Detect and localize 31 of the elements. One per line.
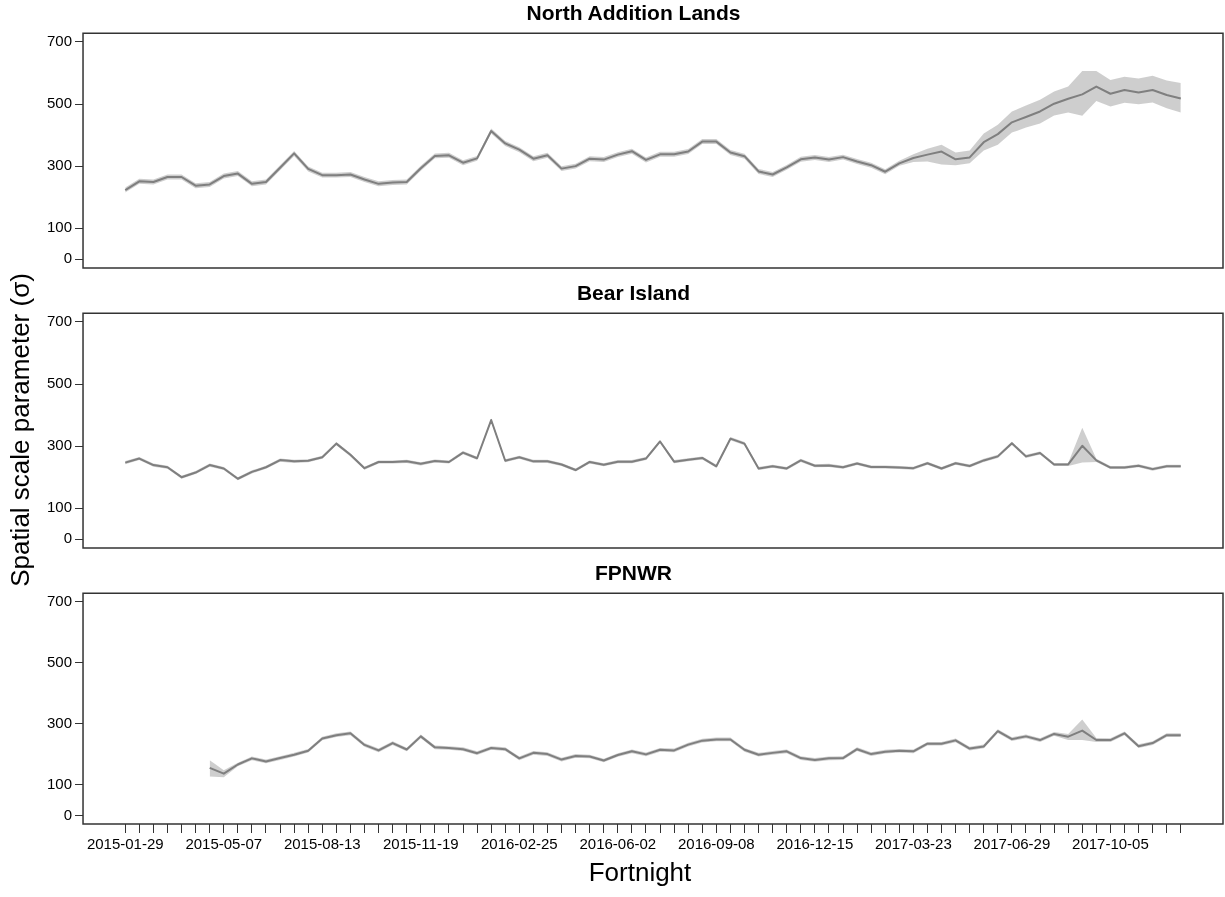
y-tick-label: 500 — [47, 374, 73, 392]
x-tick-label: 2017-03-23 — [875, 835, 952, 853]
x-tick-label: 2016-02-25 — [480, 835, 558, 853]
x-tick-label: 2016-09-08 — [677, 835, 755, 853]
chart-title: Bear Island — [576, 281, 691, 305]
chart-title: North Addition Lands — [526, 1, 741, 25]
y-tick-label: 0 — [63, 249, 73, 267]
y-tick-label: 100 — [47, 498, 73, 516]
x-tick-label: 2017-06-29 — [973, 835, 1051, 853]
y-tick-label: 0 — [63, 805, 73, 823]
y-tick-label: 700 — [47, 591, 73, 609]
x-tick-label: 2015-08-13 — [283, 835, 361, 853]
y-tick-label: 700 — [47, 32, 73, 50]
y-tick-label: 300 — [47, 436, 73, 454]
x-tick-label: 2016-12-15 — [776, 835, 854, 853]
y-tick-label: 100 — [47, 218, 73, 236]
y-tick-label: 0 — [63, 529, 73, 547]
y-tick-label: 300 — [47, 714, 73, 732]
y-tick-label: 700 — [47, 312, 73, 330]
y-tick-label: 500 — [47, 94, 73, 112]
x-axis-title: Fortnight — [588, 857, 692, 888]
chart-title: FPNWR — [595, 561, 672, 585]
y-tick-label: 500 — [47, 652, 73, 670]
y-tick-label: 100 — [47, 775, 73, 793]
x-tick-label: 2017-10-05 — [1072, 835, 1149, 853]
x-tick-label: 2015-11-19 — [382, 835, 459, 853]
y-axis-title: Spatial scale parameter (σ) — [4, 273, 36, 587]
y-tick-label: 300 — [47, 156, 73, 174]
x-tick-label: 2015-05-07 — [185, 835, 263, 853]
x-tick-label: 2016-06-02 — [579, 835, 657, 853]
x-tick-label: 2015-01-29 — [86, 835, 164, 853]
